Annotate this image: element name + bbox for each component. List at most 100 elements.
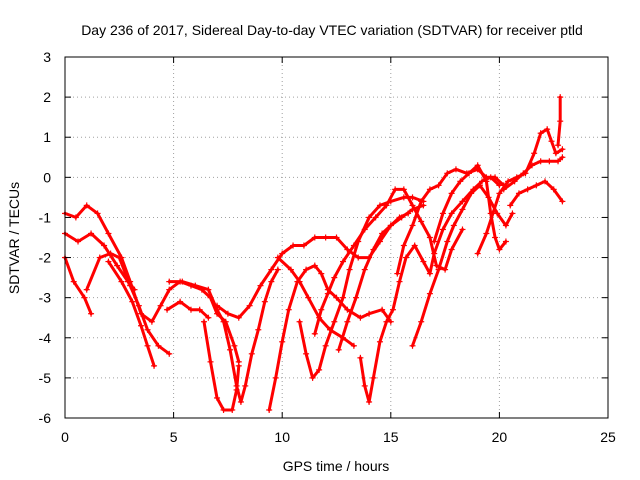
point-marker xyxy=(94,210,101,217)
point-marker xyxy=(303,350,310,357)
point-marker xyxy=(544,126,551,133)
point-marker xyxy=(433,262,440,269)
y-tick-label: 0 xyxy=(43,169,51,185)
point-marker xyxy=(426,270,433,277)
point-marker xyxy=(485,194,492,201)
point-marker xyxy=(192,282,199,289)
x-tick-label: 0 xyxy=(61,429,69,445)
point-marker xyxy=(476,182,483,189)
point-marker xyxy=(470,186,477,193)
point-marker xyxy=(346,266,353,273)
point-marker xyxy=(285,306,292,313)
point-marker xyxy=(107,250,114,257)
chart-title: Day 236 of 2017, Sidereal Day-to-day VTE… xyxy=(81,22,583,38)
y-tick-label: -1 xyxy=(39,209,52,225)
point-marker xyxy=(296,278,303,285)
point-marker xyxy=(344,306,351,313)
point-marker xyxy=(237,398,244,405)
point-marker xyxy=(324,290,331,297)
point-marker xyxy=(396,278,403,285)
point-marker xyxy=(318,306,325,313)
point-marker xyxy=(370,246,377,253)
point-marker xyxy=(507,202,514,209)
point-marker xyxy=(268,266,275,273)
point-marker xyxy=(372,214,379,221)
point-marker xyxy=(376,238,383,245)
point-marker xyxy=(426,290,433,297)
point-marker xyxy=(166,286,173,293)
point-marker xyxy=(88,310,95,317)
point-marker xyxy=(483,178,490,185)
point-marker xyxy=(492,234,499,241)
point-marker xyxy=(340,334,347,341)
point-marker xyxy=(138,310,145,317)
point-marker xyxy=(257,282,264,289)
y-tick-label: 2 xyxy=(43,89,51,105)
plot-frame xyxy=(64,56,609,419)
point-marker xyxy=(550,186,557,193)
point-marker xyxy=(179,278,186,285)
point-marker xyxy=(70,278,77,285)
point-marker xyxy=(474,162,481,169)
point-marker xyxy=(235,314,242,321)
point-marker xyxy=(357,314,364,321)
point-marker xyxy=(350,342,357,349)
point-marker xyxy=(287,266,294,273)
point-marker xyxy=(418,198,425,205)
point-marker xyxy=(383,202,390,209)
point-marker xyxy=(220,406,227,413)
point-marker xyxy=(555,142,562,149)
point-marker xyxy=(83,202,90,209)
point-marker xyxy=(370,374,377,381)
point-marker xyxy=(366,214,373,221)
point-marker xyxy=(537,158,544,165)
point-marker xyxy=(500,186,507,193)
point-marker xyxy=(426,186,433,193)
point-marker xyxy=(101,242,108,249)
point-marker xyxy=(151,362,158,369)
axis-ticks xyxy=(64,56,609,419)
point-marker xyxy=(409,194,416,201)
point-marker xyxy=(409,202,416,209)
y-tick-labels: -6 -5 -4 -3 -2 -1 0 1 2 3 xyxy=(39,49,52,426)
point-marker xyxy=(355,254,362,261)
series-arc-c xyxy=(63,256,93,316)
y-tick-label: -2 xyxy=(39,250,52,266)
x-tick-label: 15 xyxy=(383,429,399,445)
point-marker xyxy=(483,230,490,237)
point-marker xyxy=(305,294,312,301)
point-marker xyxy=(459,198,466,205)
y-axis-label: SDTVAR / TECUs xyxy=(6,182,22,294)
point-marker xyxy=(559,198,566,205)
point-marker xyxy=(450,222,457,229)
point-marker xyxy=(214,394,221,401)
point-marker xyxy=(316,366,323,373)
point-marker xyxy=(387,222,394,229)
y-tick-label: -5 xyxy=(39,370,52,386)
point-marker xyxy=(559,146,566,153)
point-marker xyxy=(166,350,173,357)
x-tick-labels: 0 5 10 15 20 25 xyxy=(61,429,616,445)
point-marker xyxy=(279,338,286,345)
point-marker xyxy=(435,182,442,189)
point-marker xyxy=(333,294,340,301)
point-marker xyxy=(465,170,472,177)
point-marker xyxy=(387,198,394,205)
point-marker xyxy=(557,118,564,125)
point-marker xyxy=(296,318,303,325)
point-marker xyxy=(552,150,559,157)
point-marker xyxy=(224,310,231,317)
point-marker xyxy=(509,210,516,217)
x-axis-label: GPS time / hours xyxy=(283,458,390,474)
point-marker xyxy=(255,326,262,333)
point-marker xyxy=(411,242,418,249)
series-arc-k xyxy=(276,256,356,348)
point-marker xyxy=(279,250,286,257)
point-marker xyxy=(496,190,503,197)
point-marker xyxy=(559,154,566,161)
point-marker xyxy=(114,262,121,269)
point-marker xyxy=(157,302,164,309)
point-marker xyxy=(138,322,145,329)
